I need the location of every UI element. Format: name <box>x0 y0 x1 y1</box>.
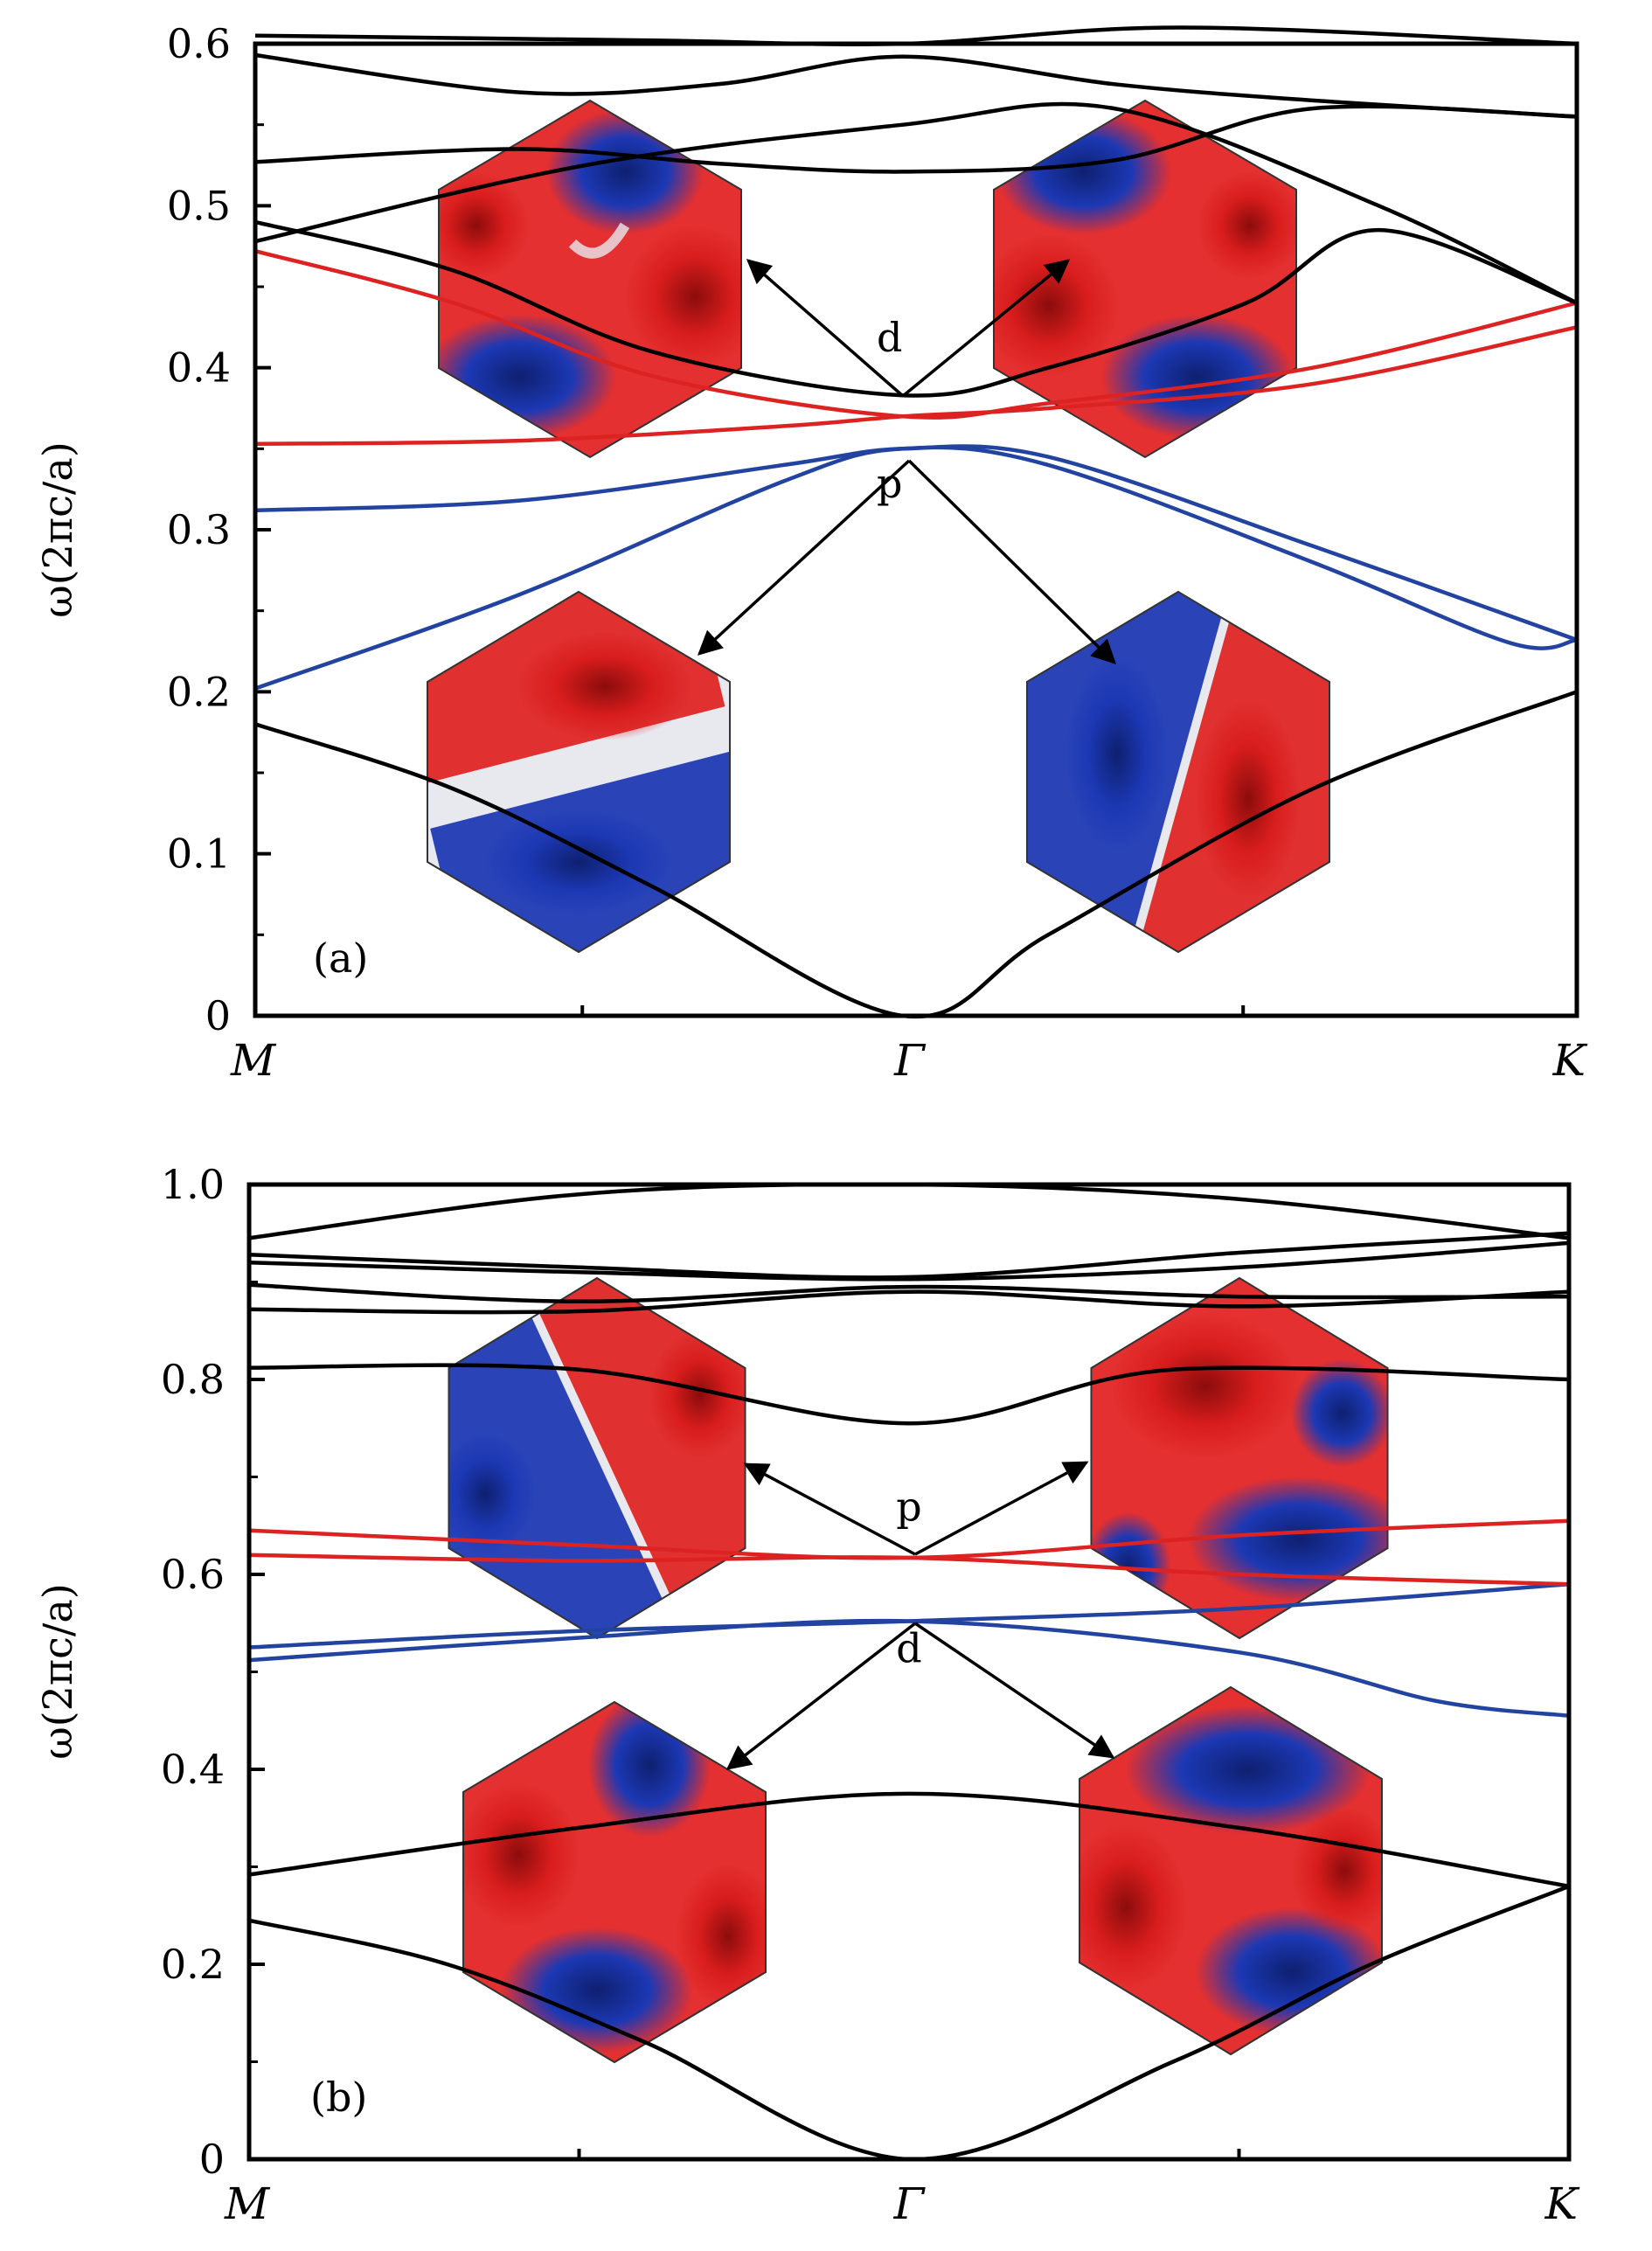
plot-area-a: 0 0.1 0.2 0.3 0.4 0.5 0.6 M Γ Kd p <box>167 20 1588 1086</box>
arrow-3 <box>907 459 1116 664</box>
y-axis-label-a: ω(2πc/a) <box>34 441 81 618</box>
band-line-black-8 <box>248 1282 1570 1304</box>
band-line-black-11 <box>248 1182 1570 1240</box>
field-map-b-p1 <box>448 1276 746 1640</box>
mode-label-p: p <box>877 460 902 507</box>
band-line-black-6 <box>254 101 1578 305</box>
arrow-5 <box>914 1461 1089 1556</box>
y-tick-label: 0.3 <box>167 506 231 553</box>
y-tick-label: 0.2 <box>161 1941 225 1988</box>
frame-b <box>246 1182 1572 2162</box>
y-tick-label: 0.2 <box>167 668 231 715</box>
band-line-black-10 <box>248 1231 1570 1280</box>
y-tick-label: 0.6 <box>167 20 231 67</box>
arrow-0 <box>746 259 905 398</box>
x-tick-label-2: K <box>1552 1035 1588 1086</box>
x-tick-label-0: M <box>224 2178 271 2229</box>
band-line-black-7 <box>254 104 1578 174</box>
plot-area-b: 0 0.2 0.4 0.6 0.8 1.0 M Γ Kp d <box>161 1161 1580 2229</box>
field-map-b-d1 <box>462 1700 767 2064</box>
panel-label-a: (a) <box>313 934 368 982</box>
field-map-a-d2 <box>993 99 1297 459</box>
y-axis-label-b: ω(2πc/a) <box>34 1583 81 1760</box>
arrow-4 <box>743 1462 916 1556</box>
arrow-2 <box>697 459 911 656</box>
band-line-blue-3 <box>248 1581 1570 1650</box>
arrow-1 <box>901 259 1071 398</box>
panel-b: 0 0.2 0.4 0.6 0.8 1.0 M Γ Kp d (b) ω(2πc/a) <box>34 1161 1580 2229</box>
y-tick-label: 0.8 <box>161 1356 225 1403</box>
y-tick-label: 0.4 <box>167 344 231 392</box>
mode-label-d: d <box>896 1624 921 1671</box>
x-tick-label-1: Γ <box>893 2178 927 2229</box>
mode-label-p: p <box>896 1483 921 1531</box>
y-tick-label: 0 <box>199 2136 225 2183</box>
mode-label-d: d <box>877 314 902 361</box>
y-tick-label: 0.4 <box>161 1746 225 1793</box>
y-tick-label: 0.6 <box>161 1551 225 1598</box>
frame-a <box>253 41 1579 1018</box>
arrow-7 <box>914 1622 1115 1759</box>
band-line-red-5 <box>248 1518 1570 1560</box>
panel-label-b: (b) <box>310 2074 367 2121</box>
band-line-black-5 <box>254 219 1578 398</box>
field-map-a-p2 <box>1026 590 1330 954</box>
band-line-black-7 <box>248 1289 1570 1315</box>
band-line-black-6 <box>248 1363 1570 1426</box>
band-line-red-4 <box>254 249 1578 420</box>
band-line-blue-2 <box>254 444 1578 643</box>
field-map-b-p2 <box>1090 1276 1389 1640</box>
x-tick-label-0: M <box>230 1035 277 1086</box>
y-tick-label: 0 <box>205 992 231 1039</box>
panel-a: 0 0.1 0.2 0.3 0.4 0.5 0.6 M Γ Kd p (a) ω(2πc/a) <box>34 20 1588 1086</box>
x-tick-label-2: K <box>1544 2178 1580 2229</box>
y-tick-label: 0.5 <box>167 182 231 229</box>
x-tick-label-1: Γ <box>893 1035 927 1086</box>
y-tick-label: 1.0 <box>161 1161 225 1208</box>
band-line-black-9 <box>248 1240 1570 1282</box>
band-line-black-8 <box>254 52 1578 119</box>
field-map-b-d2 <box>1079 1685 1383 2056</box>
y-tick-label: 0.1 <box>167 830 231 878</box>
field-map-a-p1 <box>427 590 731 954</box>
band-line-black-1 <box>248 1791 1570 1889</box>
band-line-blue-2 <box>248 1618 1570 1718</box>
arrow-6 <box>725 1622 917 1770</box>
